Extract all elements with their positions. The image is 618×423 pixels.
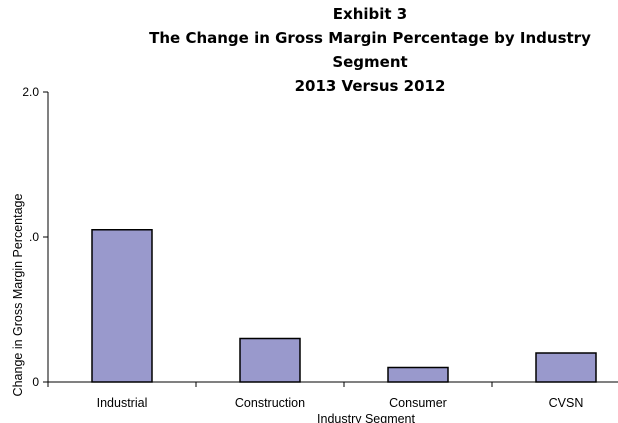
chart-title-line: The Change in Gross Margin Percentage by… [149,29,591,47]
chart-title: Exhibit 3 The Change in Gross Margin Per… [149,5,591,95]
x-axis-category-labels: Industrial Construction Consumer CVSN [97,396,584,410]
x-category-label: CVSN [549,396,584,410]
bars [91,229,597,383]
y-tick-label: .0 [29,230,39,244]
bar [91,229,153,383]
x-category-label: Construction [235,396,305,410]
y-tick-label: 2.0 [22,85,39,99]
y-axis-title: Change in Gross Margin Percentage [11,194,25,397]
bar [239,337,301,383]
x-axis-title: Industry Segment [317,412,415,423]
bar [387,366,449,383]
y-axis-ticks: 0 .0 2.0 [22,85,48,389]
chart-title-line: Segment [332,53,407,71]
chart-title-line: 2013 Versus 2012 [295,77,446,95]
x-category-label: Industrial [97,396,148,410]
bar [535,352,597,383]
y-tick-label: 0 [32,375,39,389]
x-axis-ticks [47,382,493,387]
x-category-label: Consumer [389,396,447,410]
chart-title-line: Exhibit 3 [333,5,407,23]
